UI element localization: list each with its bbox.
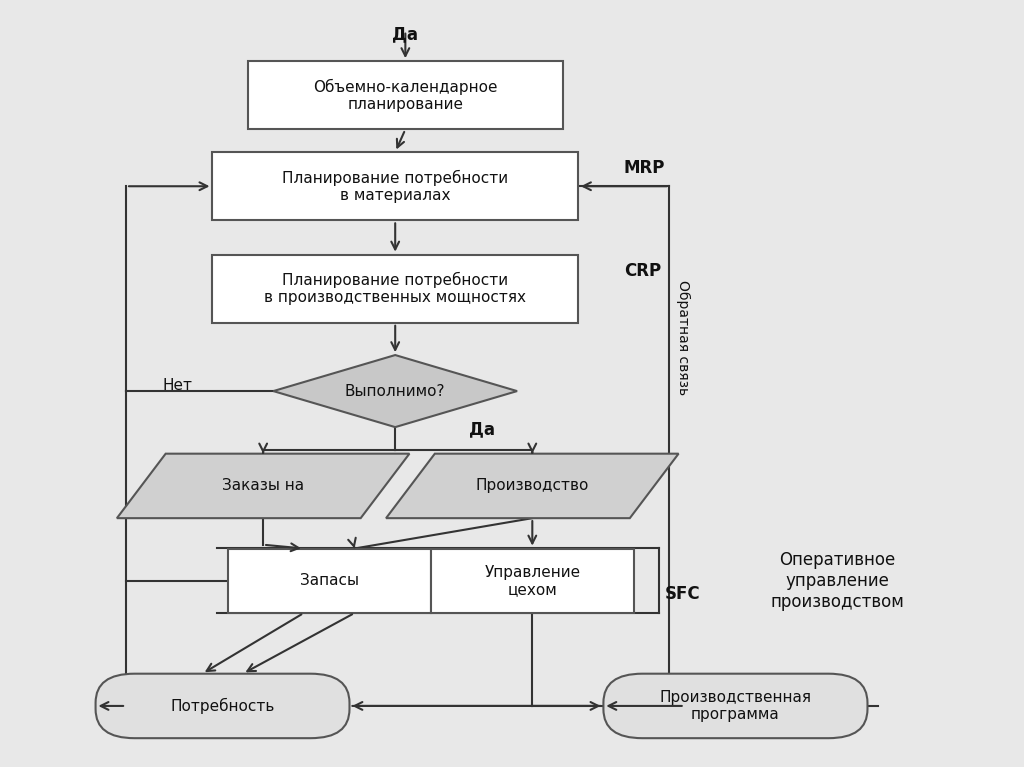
Text: Потребность: Потребность <box>170 698 274 714</box>
Text: Да: Да <box>469 420 496 438</box>
FancyBboxPatch shape <box>227 548 431 613</box>
Text: Производство: Производство <box>475 479 589 493</box>
FancyBboxPatch shape <box>248 61 563 130</box>
Text: Производственная
программа: Производственная программа <box>659 690 811 723</box>
Text: Нет: Нет <box>162 378 193 393</box>
FancyBboxPatch shape <box>212 152 578 220</box>
Text: MRP: MRP <box>624 159 666 177</box>
Text: Планирование потребности
в материалах: Планирование потребности в материалах <box>283 170 508 203</box>
FancyBboxPatch shape <box>603 673 867 738</box>
Text: Выполнимо?: Выполнимо? <box>345 384 445 399</box>
Polygon shape <box>386 453 679 518</box>
Text: Да: Да <box>392 25 419 44</box>
Text: Управление
цехом: Управление цехом <box>484 565 581 597</box>
Text: CRP: CRP <box>624 262 660 280</box>
Text: Заказы на: Заказы на <box>222 479 304 493</box>
Text: Обратная связь: Обратная связь <box>676 281 690 396</box>
FancyBboxPatch shape <box>212 255 578 323</box>
Polygon shape <box>273 355 517 427</box>
Text: Планирование потребности
в производственных мощностях: Планирование потребности в производствен… <box>264 272 526 305</box>
FancyBboxPatch shape <box>431 548 634 613</box>
Text: Оперативное
управление
производством: Оперативное управление производством <box>770 551 904 611</box>
FancyBboxPatch shape <box>95 673 349 738</box>
Polygon shape <box>117 453 410 518</box>
Text: Объемно-календарное
планирование: Объемно-календарное планирование <box>313 78 498 112</box>
Text: Запасы: Запасы <box>300 573 358 588</box>
Text: SFC: SFC <box>665 585 700 604</box>
